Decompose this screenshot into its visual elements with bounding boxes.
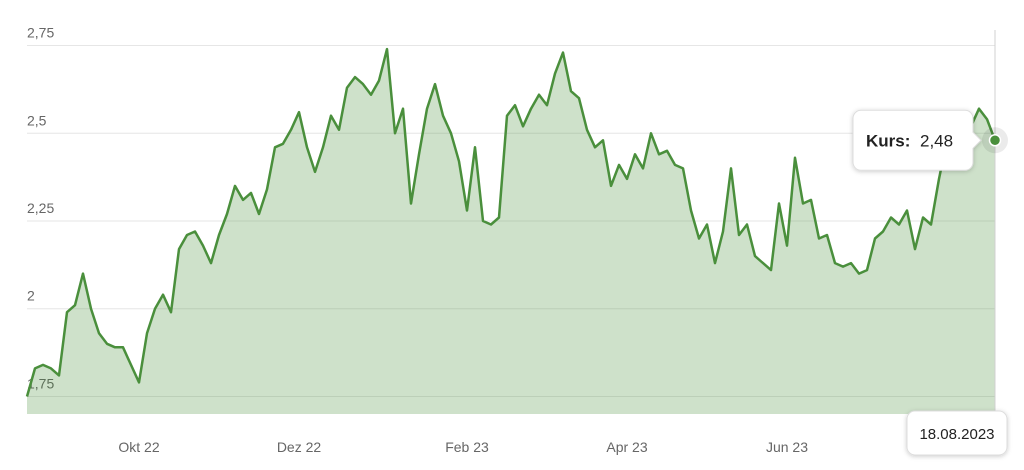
date-label: 18.08.2023 (919, 426, 994, 443)
y-tick-label: 2,25 (27, 200, 54, 216)
tooltip-label: Kurs: (866, 131, 910, 150)
price-line (25, 47, 997, 397)
x-tick-label: Feb 23 (445, 439, 489, 455)
x-tick-label: Dez 22 (277, 439, 322, 455)
date-box (906, 410, 1008, 456)
x-tick-label: Jun 23 (766, 439, 808, 455)
x-tick-label: Okt 22 (118, 439, 159, 455)
y-tick-label: 1,75 (27, 375, 54, 391)
area-fill (27, 49, 995, 414)
tooltip-value: 2,48 (920, 131, 953, 150)
x-tick-label: Apr 23 (606, 439, 647, 455)
y-tick-label: 2,75 (27, 25, 54, 41)
tooltip-box (852, 109, 982, 171)
hover-dot (988, 134, 1002, 147)
y-tick-label: 2,5 (27, 112, 47, 128)
y-tick-label: 2 (27, 288, 35, 304)
